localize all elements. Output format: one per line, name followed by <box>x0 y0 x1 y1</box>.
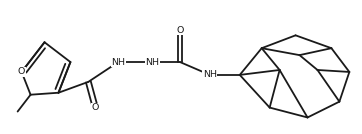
Text: NH: NH <box>145 57 159 67</box>
Text: O: O <box>92 103 99 112</box>
Text: NH: NH <box>111 57 125 67</box>
Text: O: O <box>18 67 25 77</box>
Text: NH: NH <box>203 70 217 79</box>
Text: O: O <box>176 26 184 35</box>
